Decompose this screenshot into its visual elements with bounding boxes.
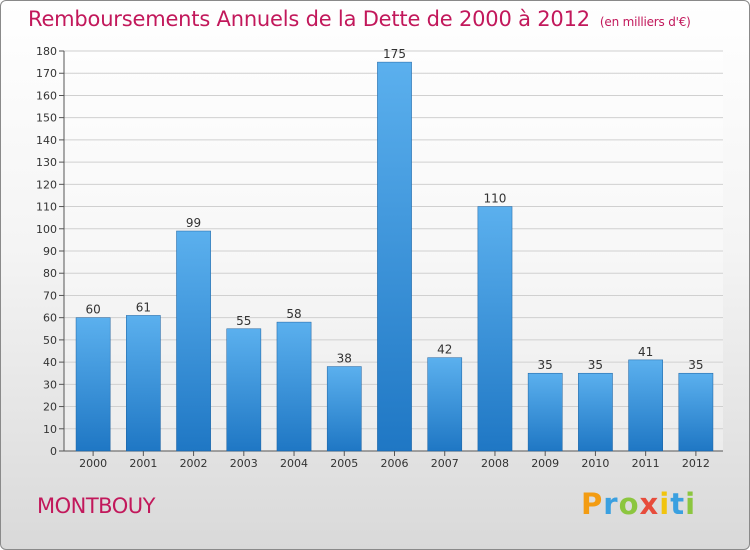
data-label-2011: 41 (638, 345, 653, 359)
location-name: MONTBOUY (37, 494, 155, 518)
y-tick-label: 130 (36, 156, 57, 169)
data-label-2003: 55 (236, 314, 251, 328)
data-label-2012: 35 (688, 358, 703, 372)
y-tick-label: 180 (36, 45, 57, 58)
y-tick-label: 120 (36, 178, 57, 191)
y-tick-label: 160 (36, 89, 57, 102)
brand-letter: P (581, 487, 604, 521)
bar-2005 (326, 366, 362, 452)
brand-logo: Proxiti (581, 487, 696, 521)
x-tick-label-2009: 2009 (531, 457, 559, 470)
y-tick-label: 20 (43, 401, 57, 414)
data-label-2000: 60 (85, 303, 100, 317)
y-tick-label: 140 (36, 134, 57, 147)
x-tick-label-2005: 2005 (330, 457, 358, 470)
bar-2011 (628, 359, 663, 452)
brand-letter: i (659, 487, 671, 521)
data-label-2006: 175 (383, 47, 406, 61)
y-tick-label: 60 (43, 312, 57, 325)
data-label-2010: 35 (588, 358, 603, 372)
x-tick-label-2008: 2008 (481, 457, 509, 470)
x-tick-label-2001: 2001 (129, 457, 157, 470)
bar-2008 (477, 206, 513, 452)
bar-2004 (276, 321, 312, 452)
bar-2009 (527, 372, 563, 452)
unit-note: (en milliers d'€) (599, 15, 691, 29)
bar-2012 (678, 372, 714, 452)
data-label-2008: 110 (484, 192, 507, 206)
brand-letter: i (685, 487, 697, 521)
bar-2007 (427, 357, 463, 452)
y-tick-label: 80 (43, 267, 57, 280)
data-label-2004: 58 (286, 307, 301, 321)
y-tick-label: 70 (43, 289, 57, 302)
x-tick-label-2002: 2002 (180, 457, 208, 470)
y-tick-label: 90 (43, 245, 57, 258)
brand-letter: o (618, 487, 640, 521)
x-tick-label-2000: 2000 (79, 457, 107, 470)
bar-2002 (176, 230, 211, 452)
chart-title: Remboursements Annuels de la Dette de 20… (28, 7, 691, 31)
y-tick-label: 110 (36, 201, 57, 214)
bar-2001 (126, 315, 161, 452)
y-tick-label: 170 (36, 67, 57, 80)
x-tick-label-2007: 2007 (431, 457, 459, 470)
y-tick-label: 40 (43, 356, 57, 369)
data-label-2002: 99 (186, 216, 201, 230)
data-label-2005: 38 (337, 352, 352, 366)
y-tick-label: 50 (43, 334, 57, 347)
brand-letter: x (639, 487, 660, 521)
data-label-2001: 61 (136, 300, 151, 314)
chart-title-text: Remboursements Annuels de la Dette de 20… (28, 7, 590, 31)
x-tick-label-2003: 2003 (230, 457, 258, 470)
y-tick-label: 30 (43, 378, 57, 391)
bar-2010 (578, 372, 613, 452)
x-tick-label-2012: 2012 (682, 457, 710, 470)
y-tick-label: 10 (43, 423, 57, 436)
data-label-2007: 42 (437, 343, 452, 357)
y-tick-label: 150 (36, 112, 57, 125)
x-tick-label-2010: 2010 (581, 457, 609, 470)
bar-2006 (377, 61, 412, 452)
brand-letter: r (603, 487, 619, 521)
x-tick-label-2011: 2011 (632, 457, 660, 470)
y-tick-label: 0 (50, 445, 57, 458)
bar-2000 (75, 317, 111, 452)
x-tick-label-2006: 2006 (381, 457, 409, 470)
bar-2003 (226, 328, 262, 452)
x-tick-label-2004: 2004 (280, 457, 308, 470)
data-label-2009: 35 (538, 358, 553, 372)
brand-letter: t (670, 487, 686, 521)
y-tick-label: 100 (36, 223, 57, 236)
